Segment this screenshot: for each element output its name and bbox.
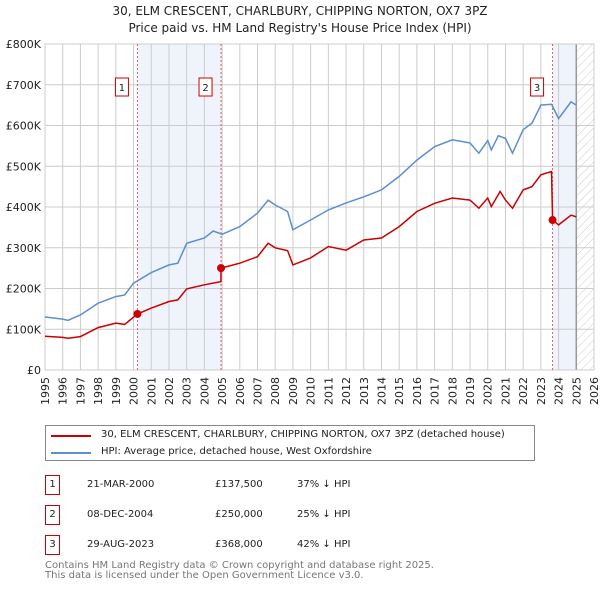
transaction-price: £368,000: [215, 539, 263, 550]
x-tick-label: 2019: [464, 377, 477, 405]
transaction-number: 2: [45, 505, 60, 525]
x-tick-label: 2025: [570, 377, 583, 405]
x-tick-label: 2013: [358, 377, 371, 405]
plot-border: [44, 43, 595, 371]
x-tick-label: 2014: [375, 377, 388, 405]
x-tick-label: 1996: [57, 377, 70, 405]
chart-title: 30, ELM CRESCENT, CHARLBURY, CHIPPING NO…: [112, 4, 488, 18]
legend-item-hpi: HPI: Average price, detached house, West…: [51, 446, 372, 457]
transaction-date: 08-DEC-2004: [87, 509, 154, 520]
x-tick-label: 1997: [74, 377, 87, 405]
y-tick-label: £400K: [6, 201, 42, 214]
transaction-hpi-diff: 25% ↓ HPI: [297, 509, 351, 520]
sale-point: [548, 216, 557, 225]
hpi-series-line: [44, 100, 577, 322]
property-series-line: [44, 170, 577, 339]
sale-badge: [198, 77, 213, 97]
x-tick-label: 2017: [429, 377, 442, 405]
x-tick-label: 2003: [181, 377, 194, 405]
x-tick-label: 2018: [446, 377, 459, 405]
x-tick-label: 2016: [411, 377, 424, 405]
footer: Contains HM Land Registry data © Crown c…: [45, 561, 434, 581]
legend-label-hpi: HPI: Average price, detached house, West…: [101, 446, 372, 457]
y-tick-label: £600K: [6, 120, 42, 133]
legend-label-property: 30, ELM CRESCENT, CHARLBURY, CHIPPING NO…: [101, 429, 505, 440]
legend-item-property: 30, ELM CRESCENT, CHARLBURY, CHIPPING NO…: [51, 429, 505, 440]
x-tick-label: 2012: [340, 377, 353, 405]
sale-point: [133, 309, 142, 318]
y-tick-label: £700K: [6, 79, 42, 92]
sale-badge-label: 1: [119, 83, 125, 94]
x-tick-label: 1995: [39, 377, 52, 405]
chart-subtitle: Price paid vs. HM Land Registry's House …: [128, 21, 472, 35]
x-tick-label: 2020: [482, 377, 495, 405]
transaction-price: £137,500: [215, 479, 263, 490]
legend: 30, ELM CRESCENT, CHARLBURY, CHIPPING NO…: [45, 425, 535, 461]
footer-copyright: Contains HM Land Registry data © Crown c…: [45, 560, 434, 571]
x-tick-label: 2009: [287, 377, 300, 405]
footer-licence: This data is licensed under the Open Gov…: [45, 570, 364, 581]
sale-badge-label: 2: [202, 83, 208, 94]
x-tick-label: 1999: [110, 377, 123, 405]
transaction-date: 21-MAR-2000: [87, 479, 155, 490]
transaction-date: 29-AUG-2023: [87, 539, 155, 550]
x-tick-label: 2007: [252, 377, 265, 405]
price-chart: 1995 1996 1997 1998 1999 2000 2001 2002 2003 2004…: [6, 38, 600, 405]
y-tick-label: £800K: [6, 38, 42, 51]
x-tick-label: 2000: [128, 377, 141, 405]
y-tick-label: £0: [27, 364, 41, 377]
sale-badge: [530, 77, 545, 97]
sale-badge-label: 3: [534, 83, 540, 94]
x-tick-label: 2023: [535, 377, 548, 405]
transaction-hpi-diff: 42% ↓ HPI: [297, 539, 351, 550]
x-tick-label: 2026: [588, 377, 600, 405]
x-tick-label: 2011: [322, 377, 335, 405]
legend-swatch-blue: [51, 452, 91, 454]
legend-swatch-red: [51, 435, 91, 437]
x-tick-label: 1998: [92, 377, 105, 405]
y-tick-label: £500K: [6, 160, 42, 173]
transaction-number: 1: [45, 475, 60, 495]
transaction-number: 3: [45, 535, 60, 555]
sale-badge: [114, 77, 129, 97]
x-tick-label: 2001: [145, 377, 158, 405]
x-tick-label: 2021: [499, 377, 512, 405]
sale-point: [217, 264, 226, 273]
y-tick-label: £300K: [6, 242, 42, 255]
y-tick-label: £200K: [6, 283, 42, 296]
x-tick-label: 2006: [234, 377, 247, 405]
y-tick-label: £100K: [6, 323, 42, 336]
x-tick-label: 2015: [393, 377, 406, 405]
x-tick-label: 2005: [216, 377, 229, 405]
x-tick-label: 2004: [198, 377, 211, 405]
x-tick-label: 2024: [553, 377, 566, 405]
x-tick-label: 2010: [305, 377, 318, 405]
x-tick-label: 2002: [163, 377, 176, 405]
transaction-hpi-diff: 37% ↓ HPI: [297, 479, 351, 490]
transaction-price: £250,000: [215, 509, 263, 520]
x-tick-label: 2008: [269, 377, 282, 405]
x-tick-label: 2022: [517, 377, 530, 405]
